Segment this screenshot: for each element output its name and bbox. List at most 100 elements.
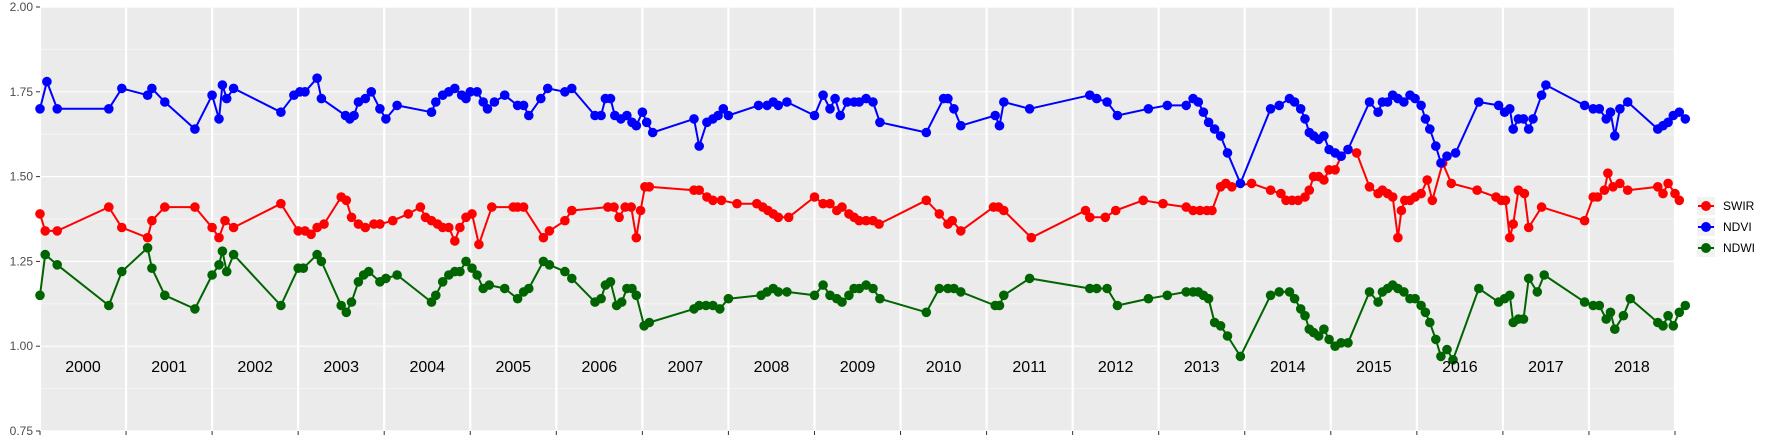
- ndvi-point: [312, 73, 322, 83]
- ndwi-point: [353, 277, 364, 287]
- ndwi-point: [868, 283, 878, 294]
- swir-point: [1246, 178, 1257, 189]
- swir-point: [487, 202, 497, 212]
- ndwi-point: [52, 260, 62, 270]
- ndwi-point: [1222, 331, 1233, 341]
- swir-point: [518, 202, 529, 212]
- ndwi-point: [298, 263, 309, 274]
- ndvi-point: [1594, 104, 1605, 114]
- ndwi-point: [1313, 331, 1324, 341]
- ndvi-point: [782, 97, 792, 107]
- ndvi-point: [818, 90, 828, 100]
- year-label: 2014: [1270, 359, 1306, 376]
- swir-point: [214, 232, 224, 243]
- swir-point: [40, 226, 50, 236]
- ndvi-point: [465, 87, 476, 97]
- ndvi-point: [825, 104, 835, 114]
- year-label: 2003: [323, 359, 359, 376]
- ndwi-point: [437, 277, 448, 287]
- ndvi-point: [1373, 107, 1383, 117]
- swir-point: [1195, 205, 1205, 216]
- ndvi-point: [489, 97, 500, 107]
- swir-point: [1207, 205, 1217, 216]
- ndwi-point: [1319, 324, 1329, 335]
- swir-point: [861, 215, 871, 226]
- ndvi-point: [943, 93, 953, 104]
- ndvi-point: [809, 110, 820, 121]
- swir-point: [360, 222, 371, 233]
- swir-point: [1188, 205, 1198, 216]
- swir-point: [403, 209, 414, 219]
- swir-point: [1592, 192, 1603, 202]
- swir-point: [560, 215, 570, 226]
- ndwi-point: [644, 317, 655, 328]
- ndwi-point: [544, 260, 555, 270]
- ndvi-point: [1336, 151, 1346, 161]
- swir-point: [1536, 202, 1547, 212]
- ndvi-point: [300, 87, 310, 97]
- ndvi-point: [366, 87, 377, 97]
- ndwi-point: [431, 290, 441, 301]
- swir-point: [276, 198, 286, 209]
- grid: [38, 6, 1677, 432]
- ndvi-point: [694, 141, 704, 151]
- ndvi-point: [1162, 100, 1173, 111]
- ndwi-point: [1610, 324, 1620, 335]
- swir-point: [35, 209, 45, 219]
- ndwi-point: [1215, 321, 1226, 331]
- swir-point: [160, 202, 170, 212]
- ndwi-point: [1265, 290, 1276, 301]
- year-label: 2005: [495, 359, 531, 376]
- ndwi-point: [1410, 293, 1420, 304]
- ndwi-point: [1274, 287, 1284, 297]
- year-label: 2015: [1356, 359, 1392, 376]
- swir-point: [444, 222, 454, 233]
- ndwi-point: [818, 280, 828, 290]
- swir-point: [1653, 182, 1663, 192]
- legend-key-point: [1701, 222, 1711, 232]
- ndwi-point: [1658, 321, 1668, 331]
- ndwi-point: [455, 266, 465, 277]
- ndwi-point: [994, 300, 1005, 311]
- ndwi-point: [228, 249, 239, 260]
- ndwi-point: [512, 293, 523, 304]
- ndwi-point: [1343, 338, 1353, 348]
- ndwi-point: [1235, 351, 1246, 362]
- ndwi-point: [1024, 273, 1035, 284]
- swir-point: [207, 222, 217, 233]
- swir-point: [1663, 178, 1673, 189]
- swir-point: [626, 202, 636, 212]
- ndwi-point: [1680, 300, 1691, 311]
- ndvi-point: [147, 83, 157, 94]
- ndvi-point: [1442, 151, 1452, 161]
- ndvi-point: [1112, 110, 1123, 121]
- year-label: 2011: [1012, 359, 1047, 376]
- ndwi-point: [1663, 310, 1673, 321]
- swir-point: [631, 232, 642, 243]
- swir-point: [142, 232, 153, 243]
- ndvi-point: [431, 97, 441, 107]
- swir-point: [1330, 165, 1340, 175]
- ndwi-point: [1284, 287, 1295, 297]
- ndvi-point: [1420, 114, 1431, 124]
- ndwi-point: [1181, 287, 1191, 297]
- swir-point: [1622, 185, 1633, 195]
- ndwi-point: [524, 283, 534, 294]
- ndvi-point: [228, 83, 239, 94]
- ndvi-point: [622, 110, 632, 121]
- swir-point: [1319, 175, 1329, 185]
- swir-point: [319, 219, 329, 229]
- ndwi-point: [35, 290, 45, 301]
- ndwi-point: [499, 283, 510, 294]
- swir-point: [956, 226, 966, 236]
- legend-key-point: [1701, 243, 1711, 253]
- ndvi-point: [835, 110, 846, 121]
- ndwi-point: [631, 290, 642, 301]
- ndvi-point: [1474, 97, 1484, 107]
- ndvi-point: [949, 104, 959, 114]
- ndwi-point: [837, 297, 847, 307]
- swir-point: [1472, 185, 1482, 195]
- ndvi-point: [1274, 100, 1284, 111]
- ndvi-point: [276, 107, 286, 117]
- swir-point: [147, 215, 157, 226]
